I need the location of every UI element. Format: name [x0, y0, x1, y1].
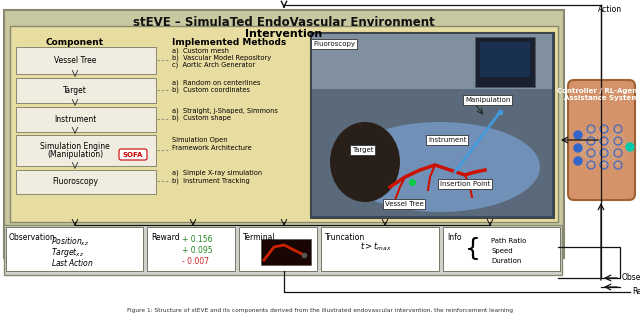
Text: b)  Vascular Model Repository: b) Vascular Model Repository	[172, 54, 271, 61]
Bar	[475, 37, 535, 87]
Bar	[312, 34, 552, 216]
Text: Target: Target	[352, 147, 374, 153]
Text: Fluoroscopy: Fluoroscopy	[313, 41, 355, 47]
Text: - 0.007: - 0.007	[182, 257, 209, 266]
Bar	[4, 10, 564, 258]
Bar	[6, 227, 143, 271]
Text: Reward: Reward	[632, 288, 640, 296]
Text: {: {	[465, 237, 481, 261]
Text: Path Ratio: Path Ratio	[491, 238, 526, 244]
Bar	[4, 225, 562, 275]
Text: Controller / RL-Agent /
Assistance System: Controller / RL-Agent / Assistance Syste…	[557, 88, 640, 101]
Text: b)  Custom coordinates: b) Custom coordinates	[172, 87, 250, 93]
Circle shape	[574, 157, 582, 165]
Text: b)  Instrument Tracking: b) Instrument Tracking	[172, 178, 250, 184]
Text: Intervention: Intervention	[245, 29, 323, 39]
Text: Speed: Speed	[491, 248, 513, 254]
Text: Duration: Duration	[491, 258, 522, 264]
Text: Instrument: Instrument	[428, 137, 467, 143]
Text: $\mathit{Position_{xz}}$: $\mathit{Position_{xz}}$	[51, 235, 89, 247]
FancyBboxPatch shape	[568, 80, 635, 200]
Bar	[16, 78, 156, 103]
Text: a)  Custom mesh: a) Custom mesh	[172, 47, 229, 53]
Text: Simulation Engine: Simulation Engine	[40, 142, 110, 151]
Bar	[16, 170, 156, 194]
Bar	[147, 227, 235, 271]
Text: Vessel Tree: Vessel Tree	[385, 201, 424, 207]
Text: Truncation: Truncation	[325, 233, 365, 242]
Text: a)  Straight, J-Shaped, Simmons: a) Straight, J-Shaped, Simmons	[172, 107, 278, 113]
Text: Info: Info	[447, 233, 461, 242]
Circle shape	[574, 131, 582, 139]
Bar	[483, 235, 558, 267]
Text: Terminal: Terminal	[243, 233, 276, 242]
Bar	[16, 47, 156, 74]
Bar	[239, 227, 317, 271]
Text: Vessel Tree: Vessel Tree	[54, 56, 96, 65]
Text: $\mathit{Target_{xz}}$: $\mathit{Target_{xz}}$	[51, 246, 84, 259]
Text: Manipulation: Manipulation	[465, 97, 510, 103]
Text: $t > t_{max}$: $t > t_{max}$	[360, 241, 392, 253]
Text: Action: Action	[598, 5, 622, 14]
Text: + 0.156: + 0.156	[182, 235, 212, 244]
Text: Component: Component	[46, 38, 104, 47]
Text: $\mathit{Last\,Action}$: $\mathit{Last\,Action}$	[51, 257, 93, 268]
FancyBboxPatch shape	[119, 149, 147, 160]
Text: b)  Custom shape: b) Custom shape	[172, 114, 231, 121]
Bar	[310, 32, 554, 218]
Bar	[480, 42, 530, 77]
Bar	[443, 227, 560, 271]
Ellipse shape	[340, 122, 540, 212]
Circle shape	[574, 144, 582, 152]
Text: Instrument: Instrument	[54, 115, 96, 124]
Text: + 0.095: + 0.095	[182, 246, 212, 255]
Text: Simulation Open: Simulation Open	[172, 137, 227, 143]
Text: a)  Random on centerlines: a) Random on centerlines	[172, 79, 260, 86]
Bar	[261, 239, 311, 265]
Text: a)  Simple X-ray simulation: a) Simple X-ray simulation	[172, 170, 262, 177]
Text: Target: Target	[63, 86, 87, 95]
Text: Reward: Reward	[151, 233, 180, 242]
Text: (Manipulation): (Manipulation)	[47, 150, 103, 159]
Text: Observation: Observation	[622, 274, 640, 283]
Text: Fluoroscopy: Fluoroscopy	[52, 178, 98, 186]
Text: c)  Aortic Arch Generator: c) Aortic Arch Generator	[172, 62, 255, 69]
Bar	[312, 34, 552, 89]
Ellipse shape	[330, 122, 400, 202]
Text: Insertion Point: Insertion Point	[440, 181, 490, 187]
Text: SOFA: SOFA	[123, 152, 143, 158]
Circle shape	[626, 143, 634, 151]
Text: Framework Architecture: Framework Architecture	[172, 144, 252, 150]
Text: stEVE – SimulaTed EndoVascular Environment: stEVE – SimulaTed EndoVascular Environme…	[133, 16, 435, 29]
Text: Figure 1: Structure of stEVE and its components derived from the illustrated end: Figure 1: Structure of stEVE and its com…	[127, 308, 513, 313]
Text: Implemented Methods: Implemented Methods	[172, 38, 286, 47]
Text: Observation: Observation	[9, 233, 56, 242]
Bar	[10, 26, 558, 222]
Bar	[321, 227, 439, 271]
Bar	[16, 107, 156, 132]
Bar	[16, 135, 156, 166]
